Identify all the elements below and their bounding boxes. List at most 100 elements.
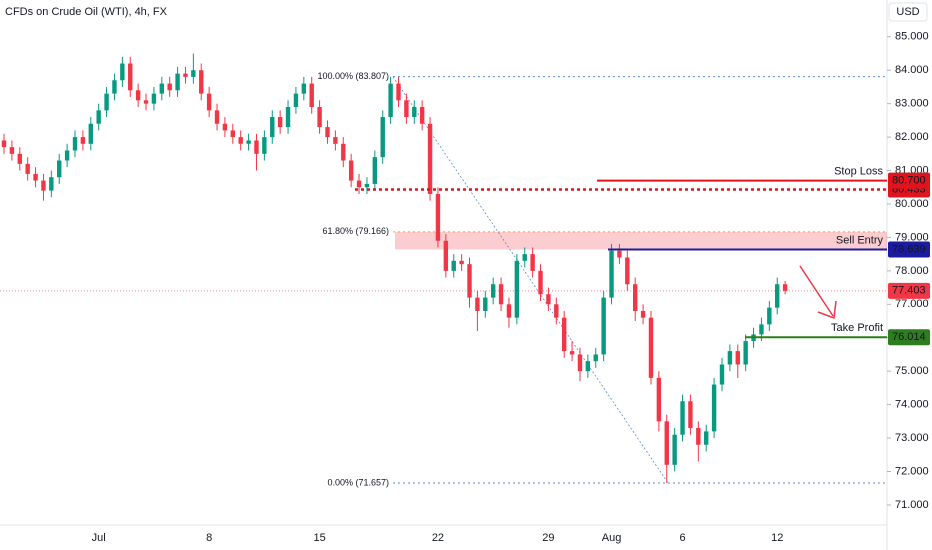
candle-body (64, 150, 70, 161)
y-tick-label: 71.000 (895, 499, 929, 511)
y-tick-label: 72.000 (895, 465, 929, 477)
candle-body (356, 180, 362, 188)
candle-body (711, 384, 717, 432)
candle-body (199, 70, 204, 94)
candle-body (625, 257, 630, 285)
candle-body (49, 177, 54, 191)
candle-body (593, 354, 598, 362)
x-tick-label: 12 (771, 532, 783, 544)
candle-body (277, 117, 283, 128)
price-box (888, 329, 930, 346)
candle-body (96, 110, 101, 124)
candle-body (561, 317, 567, 352)
candle-body (206, 93, 212, 111)
x-tick-label: 8 (206, 532, 212, 544)
candle-body (514, 260, 520, 318)
candle-body (396, 83, 401, 101)
candle-body (782, 284, 788, 291)
y-tick-label: 75.000 (895, 365, 929, 377)
candle-body (704, 431, 709, 445)
candle-body (522, 254, 527, 261)
candle-body (435, 193, 441, 241)
candle-body (372, 157, 378, 184)
candle-body (104, 93, 109, 111)
candle-body (348, 160, 354, 181)
candle-body (601, 297, 606, 355)
candle-body (554, 304, 559, 318)
candle-body (246, 140, 251, 144)
candle-body (120, 63, 125, 81)
y-tick-label: 85.000 (895, 31, 929, 43)
price-box (888, 172, 930, 189)
candle-body (364, 183, 370, 188)
candle-body (333, 137, 338, 144)
candle-body (656, 377, 662, 422)
x-tick-label: 22 (432, 532, 444, 544)
candle-body (317, 107, 322, 128)
candle-body (530, 254, 535, 271)
candle-body (664, 421, 669, 465)
y-tick-label: 73.000 (895, 432, 929, 444)
sell-zone (395, 231, 887, 250)
candle-body (633, 284, 638, 311)
candle-body (404, 100, 409, 118)
y-tick-label: 77.000 (895, 298, 929, 310)
y-tick-label: 78.000 (895, 265, 929, 277)
candle-body (191, 70, 196, 77)
candle-body (490, 284, 496, 298)
candle-body (451, 260, 456, 271)
candle-body (475, 297, 480, 311)
candle-body (309, 83, 314, 108)
candle-body (767, 307, 772, 325)
candle-body (569, 351, 575, 355)
chart-title: CFDs on Crude Oil (WTI), 4h, FX (5, 6, 168, 18)
fib-label: 61.80% (79.166) (322, 226, 389, 236)
candle-body (577, 354, 583, 372)
y-tick-label: 84.000 (895, 64, 929, 76)
candle-body (483, 297, 488, 311)
candle-body (680, 401, 685, 435)
candle-body (419, 107, 425, 124)
candle-body (112, 80, 117, 94)
currency-box[interactable] (888, 2, 928, 22)
price-box (888, 241, 930, 258)
candle-body (759, 324, 764, 335)
x-tick-label: Aug (602, 532, 622, 544)
y-tick-label: 74.000 (895, 399, 929, 411)
y-tick-label: 80.000 (895, 198, 929, 210)
candle-body (33, 173, 38, 181)
last-price-box (888, 282, 930, 299)
candle-body (609, 250, 614, 298)
x-tick-label: 15 (313, 532, 325, 544)
candle-body (506, 304, 512, 318)
x-tick-label: 29 (542, 532, 554, 544)
y-tick-label: 82.000 (895, 131, 929, 143)
candle-body (640, 310, 646, 318)
x-tick-label: 6 (679, 532, 685, 544)
last-price-label: 77.403 (892, 285, 926, 297)
candle-body (388, 83, 393, 118)
fib-label: 0.00% (71.657) (327, 477, 389, 487)
y-tick-label: 79.000 (895, 231, 929, 243)
candle-body (175, 73, 180, 91)
candle-body (230, 130, 236, 138)
currency[interactable]: USD (896, 6, 919, 18)
y-tick-label: 83.000 (895, 98, 929, 110)
candle-body (293, 93, 299, 108)
candle-body (222, 123, 228, 131)
candle-body (25, 163, 30, 174)
candle-body (467, 264, 472, 298)
fib-label: 100.00% (83.807) (317, 71, 389, 81)
candle-body (57, 160, 62, 178)
candle-body (143, 100, 149, 104)
candle-body (238, 137, 243, 144)
candle-body (270, 117, 275, 138)
candle-body (696, 428, 701, 445)
candle-body (538, 270, 543, 295)
candle-body (151, 93, 157, 104)
candle-body (735, 351, 740, 365)
candle-body (498, 284, 504, 305)
price-box-label: 80.700 (892, 174, 926, 186)
